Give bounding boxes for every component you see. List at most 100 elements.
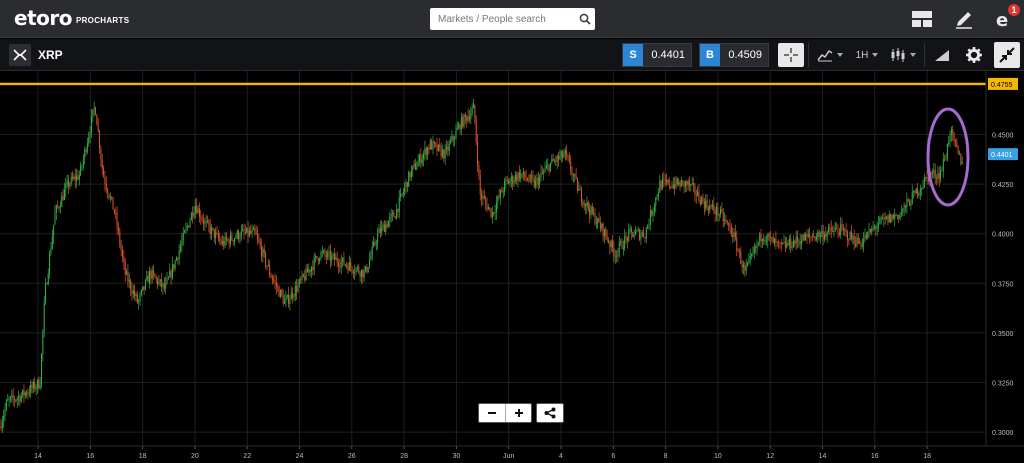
candle-body <box>446 146 447 149</box>
candle-body <box>458 124 460 128</box>
candle-body <box>629 228 631 230</box>
candle-body <box>684 181 686 187</box>
candle-body <box>338 262 339 267</box>
candle-body <box>516 175 518 181</box>
candle-body <box>454 138 456 140</box>
candle-body <box>201 218 203 221</box>
candle-body <box>907 199 909 202</box>
candle-body <box>950 129 952 135</box>
candle-body <box>535 180 537 187</box>
candle-body <box>851 231 852 240</box>
settings-button[interactable] <box>962 43 986 67</box>
candle-body <box>161 279 163 287</box>
candle-body <box>590 206 592 216</box>
candle-body <box>697 191 699 196</box>
zoom-out-button[interactable] <box>479 404 505 422</box>
x-axis-tick-label: 4 <box>559 453 563 460</box>
candle-body <box>572 175 574 177</box>
search-icon[interactable] <box>575 8 595 30</box>
candle-body <box>190 212 192 221</box>
etoro-logo[interactable]: etoro PROCHARTS <box>14 7 129 29</box>
candle-body <box>466 116 468 122</box>
candle-body <box>383 224 385 233</box>
candle-body <box>184 230 186 233</box>
candle-body <box>906 199 908 208</box>
candle-body <box>344 264 346 266</box>
candle-body <box>107 189 109 195</box>
share-button[interactable] <box>537 404 563 422</box>
candle-body <box>209 225 211 234</box>
candle-body <box>126 271 128 275</box>
layout-icon[interactable] <box>910 7 934 31</box>
candle-body <box>845 229 847 232</box>
resistance-price-label: 0.4755 <box>991 82 1013 89</box>
candle-body <box>548 164 550 172</box>
candle-body <box>58 206 60 208</box>
candle-body <box>188 225 190 227</box>
candle-body <box>14 398 15 401</box>
candle-body <box>743 264 744 268</box>
candle-body <box>491 212 493 218</box>
drawing-tools-button[interactable] <box>930 43 954 67</box>
candle-body <box>352 271 354 274</box>
candle-body <box>926 176 928 178</box>
buy-price-button[interactable]: B 0.4509 <box>699 43 769 67</box>
chart-type-button[interactable] <box>888 43 918 67</box>
candle-body <box>194 205 196 213</box>
candle-body <box>636 230 638 232</box>
candle-body <box>38 379 40 389</box>
candle-body <box>373 241 375 247</box>
chart-canvas[interactable]: 0.4755 0.4401 0.4500 0.4250 0.4000 0.3750 0.3… <box>0 71 1024 463</box>
candle-body <box>99 131 101 149</box>
candle-body <box>714 210 716 215</box>
collapse-fullscreen-button[interactable] <box>994 42 1020 68</box>
x-axis-tick-label: 24 <box>296 453 304 460</box>
notifications-icon[interactable]: e 1 <box>992 4 1020 31</box>
candle-body <box>832 231 834 233</box>
y-axis-tick-label: 0.4000 <box>992 232 1014 239</box>
candle-body <box>641 232 643 236</box>
candle-body <box>821 231 823 234</box>
candle-body <box>140 290 142 295</box>
svg-text:e: e <box>996 10 1008 30</box>
candle-body <box>432 141 434 150</box>
candle-body <box>279 290 281 297</box>
candle-body <box>290 292 292 300</box>
candle-body <box>509 180 511 184</box>
candle-body <box>198 208 200 217</box>
candle-body <box>799 241 801 245</box>
candle-body <box>740 251 742 264</box>
timeframe-dropdown[interactable]: 1H <box>853 43 881 67</box>
candle-body <box>275 281 277 287</box>
candle-body <box>834 228 836 230</box>
candle-body <box>738 251 740 252</box>
candle-body <box>811 236 813 238</box>
indicators-button[interactable] <box>815 43 845 67</box>
candle-body <box>351 266 353 272</box>
candle-body <box>489 207 491 209</box>
candle-body <box>524 171 526 178</box>
candle-body <box>510 176 512 181</box>
price-chart[interactable]: 0.4755 0.4401 0.4500 0.4250 0.4000 0.3750 0.3… <box>0 71 1024 463</box>
candle-body <box>444 148 446 159</box>
candle-body <box>840 224 842 235</box>
candle-body <box>131 289 133 294</box>
candle-body <box>123 256 125 262</box>
candle-body <box>682 180 684 182</box>
edit-pencil-icon[interactable] <box>952 7 976 31</box>
candle-body <box>296 286 298 292</box>
candle-body <box>691 183 693 185</box>
candle-body <box>171 264 173 278</box>
search-input[interactable]: Markets / People search <box>430 8 595 30</box>
zoom-in-button[interactable] <box>505 404 531 422</box>
candle-body <box>815 236 817 240</box>
crosshair-button[interactable] <box>778 43 804 67</box>
candle-body <box>946 144 948 159</box>
candle-body <box>857 237 859 244</box>
sell-price-button[interactable]: S 0.4401 <box>622 43 692 67</box>
candle-body <box>711 204 713 207</box>
toolbar-divider <box>924 43 925 67</box>
candle-body <box>653 206 655 211</box>
candle-body <box>166 278 168 283</box>
candle-body <box>404 187 406 193</box>
